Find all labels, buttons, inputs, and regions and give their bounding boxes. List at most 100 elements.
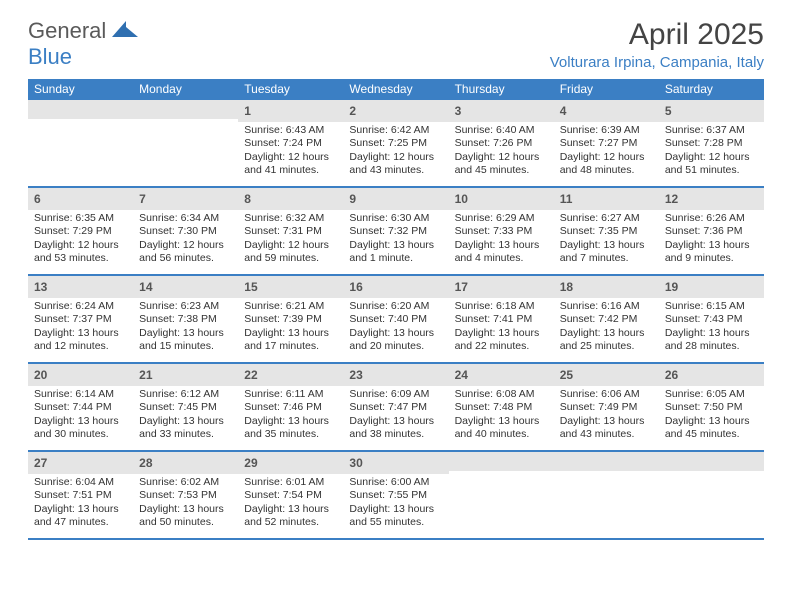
calendar-day <box>449 452 554 538</box>
calendar-day: 18Sunrise: 6:16 AMSunset: 7:42 PMDayligh… <box>554 276 659 362</box>
calendar-day: 6 Sunrise: 6:35 AMSunset: 7:29 PMDaylight… <box>28 188 133 274</box>
day-content: Sunrise: 6:23 AMSunset: 7:38 PMDaylight:… <box>133 298 238 358</box>
calendar-day: 17Sunrise: 6:18 AMSunset: 7:41 PMDayligh… <box>449 276 554 362</box>
calendar-day: 24Sunrise: 6:08 AMSunset: 7:48 PMDayligh… <box>449 364 554 450</box>
sunset-text: Sunset: 7:36 PM <box>665 225 758 238</box>
day-number-row: 13 <box>28 276 133 298</box>
calendar-day: 16 Sunrise: 6:20 AMSunset: 7:40 PMDayligh… <box>343 276 448 362</box>
daylight-text: Daylight: 13 hours and 9 minutes. <box>665 239 758 266</box>
sunset-text: Sunset: 7:45 PM <box>139 401 232 414</box>
calendar-day: 19Sunrise: 6:15 AMSunset: 7:43 PMDayligh… <box>659 276 764 362</box>
day-content: Sunrise: 6:05 AMSunset: 7:50 PMDaylight:… <box>659 386 764 446</box>
daylight-text: Daylight: 13 hours and 45 minutes. <box>665 415 758 442</box>
day-number-row: 18 <box>554 276 659 298</box>
sunset-text: Sunset: 7:40 PM <box>349 313 442 326</box>
calendar-day: 29Sunrise: 6:01 AMSunset: 7:54 PMDayligh… <box>238 452 343 538</box>
day-content: Sunrise: 6:32 AMSunset: 7:31 PMDaylight:… <box>238 210 343 270</box>
calendar-day: 1Sunrise: 6:43 AMSunset: 7:24 PMDaylight… <box>238 100 343 186</box>
calendar-day: 30Sunrise: 6:00 AMSunset: 7:55 PMDayligh… <box>343 452 448 538</box>
daylight-text: Daylight: 13 hours and 38 minutes. <box>349 415 442 442</box>
day-number: 6 <box>34 192 41 206</box>
calendar-day <box>554 452 659 538</box>
sunset-text: Sunset: 7:31 PM <box>244 225 337 238</box>
calendar-day: 28Sunrise: 6:02 AMSunset: 7:53 PMDayligh… <box>133 452 238 538</box>
sunrise-text: Sunrise: 6:12 AM <box>139 388 232 401</box>
sunset-text: Sunset: 7:49 PM <box>560 401 653 414</box>
calendar-day: 15Sunrise: 6:21 AMSunset: 7:39 PMDayligh… <box>238 276 343 362</box>
day-number-row: 5 <box>659 100 764 122</box>
sunrise-text: Sunrise: 6:04 AM <box>34 476 127 489</box>
day-number-row: 8 <box>238 188 343 210</box>
calendar-day <box>28 100 133 186</box>
day-number-row: 26 <box>659 364 764 386</box>
day-number: 2 <box>349 104 356 118</box>
sunset-text: Sunset: 7:41 PM <box>455 313 548 326</box>
day-content: Sunrise: 6:21 AMSunset: 7:39 PMDaylight:… <box>238 298 343 358</box>
calendar-week: 1Sunrise: 6:43 AMSunset: 7:24 PMDaylight… <box>28 100 764 188</box>
day-number: 28 <box>139 456 152 470</box>
sunset-text: Sunset: 7:48 PM <box>455 401 548 414</box>
day-number: 20 <box>34 368 47 382</box>
sunset-text: Sunset: 7:25 PM <box>349 137 442 150</box>
daylight-text: Daylight: 13 hours and 35 minutes. <box>244 415 337 442</box>
sunset-text: Sunset: 7:29 PM <box>34 225 127 238</box>
calendar-day: 21 Sunrise: 6:12 AMSunset: 7:45 PMDayligh… <box>133 364 238 450</box>
sunrise-text: Sunrise: 6:09 AM <box>349 388 442 401</box>
calendar-day: 3 Sunrise: 6:40 AMSunset: 7:26 PMDaylight… <box>449 100 554 186</box>
day-number-row <box>133 100 238 119</box>
sunrise-text: Sunrise: 6:23 AM <box>139 300 232 313</box>
daylight-text: Daylight: 13 hours and 28 minutes. <box>665 327 758 354</box>
day-content: Sunrise: 6:20 AMSunset: 7:40 PMDaylight:… <box>343 298 448 358</box>
sunrise-text: Sunrise: 6:35 AM <box>34 212 127 225</box>
day-number: 27 <box>34 456 47 470</box>
day-number-row: 22 <box>238 364 343 386</box>
day-number-row: 20 <box>28 364 133 386</box>
sunrise-text: Sunrise: 6:30 AM <box>349 212 442 225</box>
day-number: 3 <box>455 104 462 118</box>
day-number: 10 <box>455 192 468 206</box>
day-number-row: 4 <box>554 100 659 122</box>
day-number-row: 19 <box>659 276 764 298</box>
day-content: Sunrise: 6:30 AMSunset: 7:32 PMDaylight:… <box>343 210 448 270</box>
weekday-header-row: Sunday Monday Tuesday Wednesday Thursday… <box>28 79 764 100</box>
day-content: Sunrise: 6:16 AMSunset: 7:42 PMDaylight:… <box>554 298 659 358</box>
daylight-text: Daylight: 13 hours and 33 minutes. <box>139 415 232 442</box>
day-number-row: 21 <box>133 364 238 386</box>
day-number-row: 6 <box>28 188 133 210</box>
daylight-text: Daylight: 13 hours and 25 minutes. <box>560 327 653 354</box>
sunrise-text: Sunrise: 6:39 AM <box>560 124 653 137</box>
day-content: Sunrise: 6:40 AMSunset: 7:26 PMDaylight:… <box>449 122 554 182</box>
weeks-container: 1Sunrise: 6:43 AMSunset: 7:24 PMDaylight… <box>28 100 764 540</box>
sunrise-text: Sunrise: 6:05 AM <box>665 388 758 401</box>
daylight-text: Daylight: 12 hours and 41 minutes. <box>244 151 337 178</box>
sunrise-text: Sunrise: 6:01 AM <box>244 476 337 489</box>
sunset-text: Sunset: 7:33 PM <box>455 225 548 238</box>
daylight-text: Daylight: 13 hours and 55 minutes. <box>349 503 442 530</box>
day-number: 24 <box>455 368 468 382</box>
day-number: 16 <box>349 280 362 294</box>
sunset-text: Sunset: 7:38 PM <box>139 313 232 326</box>
daylight-text: Daylight: 12 hours and 53 minutes. <box>34 239 127 266</box>
weekday-header: Saturday <box>659 79 764 100</box>
daylight-text: Daylight: 13 hours and 22 minutes. <box>455 327 548 354</box>
sunset-text: Sunset: 7:30 PM <box>139 225 232 238</box>
day-content: Sunrise: 6:27 AMSunset: 7:35 PMDaylight:… <box>554 210 659 270</box>
day-number: 30 <box>349 456 362 470</box>
sunset-text: Sunset: 7:37 PM <box>34 313 127 326</box>
day-number-row: 3 <box>449 100 554 122</box>
calendar-week: 13Sunrise: 6:24 AMSunset: 7:37 PMDayligh… <box>28 276 764 364</box>
day-content: Sunrise: 6:09 AMSunset: 7:47 PMDaylight:… <box>343 386 448 446</box>
day-content: Sunrise: 6:34 AMSunset: 7:30 PMDaylight:… <box>133 210 238 270</box>
calendar-day: 13Sunrise: 6:24 AMSunset: 7:37 PMDayligh… <box>28 276 133 362</box>
sunset-text: Sunset: 7:53 PM <box>139 489 232 502</box>
weekday-header: Monday <box>133 79 238 100</box>
calendar-day: 5Sunrise: 6:37 AMSunset: 7:28 PMDaylight… <box>659 100 764 186</box>
sunrise-text: Sunrise: 6:21 AM <box>244 300 337 313</box>
calendar-day: 20Sunrise: 6:14 AMSunset: 7:44 PMDayligh… <box>28 364 133 450</box>
day-content: Sunrise: 6:37 AMSunset: 7:28 PMDaylight:… <box>659 122 764 182</box>
sunset-text: Sunset: 7:42 PM <box>560 313 653 326</box>
daylight-text: Daylight: 13 hours and 50 minutes. <box>139 503 232 530</box>
day-number-row: 17 <box>449 276 554 298</box>
daylight-text: Daylight: 13 hours and 30 minutes. <box>34 415 127 442</box>
location-subtitle: Volturara Irpina, Campania, Italy <box>550 54 764 71</box>
